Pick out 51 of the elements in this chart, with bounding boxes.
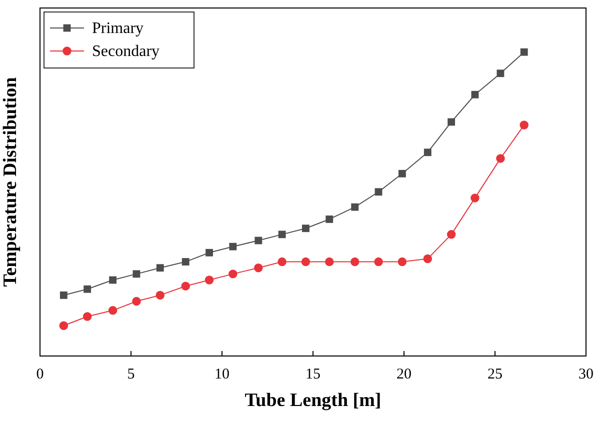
- legend-label: Secondary: [92, 43, 160, 60]
- point: [254, 264, 263, 272]
- point: [59, 321, 68, 330]
- point: [204, 276, 214, 284]
- point: [254, 236, 262, 244]
- point: [471, 90, 479, 98]
- point: [424, 148, 432, 156]
- point: [496, 70, 504, 78]
- legend-label: Primary: [92, 20, 144, 37]
- point: [228, 270, 238, 278]
- point: [326, 216, 334, 223]
- point: [182, 258, 190, 266]
- point: [398, 170, 406, 178]
- x-axis-title: Tube Length [m]: [244, 390, 382, 411]
- point: [350, 257, 360, 266]
- x-tick-label: 15: [306, 366, 320, 382]
- point: [156, 264, 164, 272]
- x-tick-label: 20: [396, 366, 412, 382]
- point: [132, 296, 141, 306]
- point: [448, 118, 456, 126]
- point: [206, 248, 213, 256]
- point: [278, 230, 286, 238]
- point: [302, 224, 310, 232]
- point: [374, 188, 382, 196]
- point: [181, 282, 190, 290]
- point: [325, 257, 334, 266]
- point: [278, 257, 286, 266]
- point: [374, 257, 383, 266]
- point: [301, 257, 310, 266]
- point: [84, 285, 92, 293]
- point: [60, 292, 68, 299]
- x-tick-label: 0: [36, 366, 44, 382]
- x-tick-label: 5: [127, 366, 135, 382]
- point: [520, 120, 528, 130]
- x-tick-label: 30: [578, 366, 594, 382]
- point: [496, 154, 505, 163]
- point: [156, 290, 164, 300]
- point: [520, 48, 528, 56]
- point: [132, 270, 140, 278]
- x-tick-label: 10: [214, 366, 230, 382]
- point: [423, 254, 432, 264]
- point: [108, 306, 118, 315]
- y-axis-title: Temperature Distribution: [0, 76, 21, 287]
- point: [82, 312, 92, 321]
- point: [109, 276, 117, 284]
- point: [446, 230, 456, 239]
- point: [351, 203, 359, 211]
- x-tick-label: 25: [488, 366, 502, 382]
- point: [470, 194, 480, 202]
- point: [229, 242, 237, 250]
- point: [398, 257, 407, 266]
